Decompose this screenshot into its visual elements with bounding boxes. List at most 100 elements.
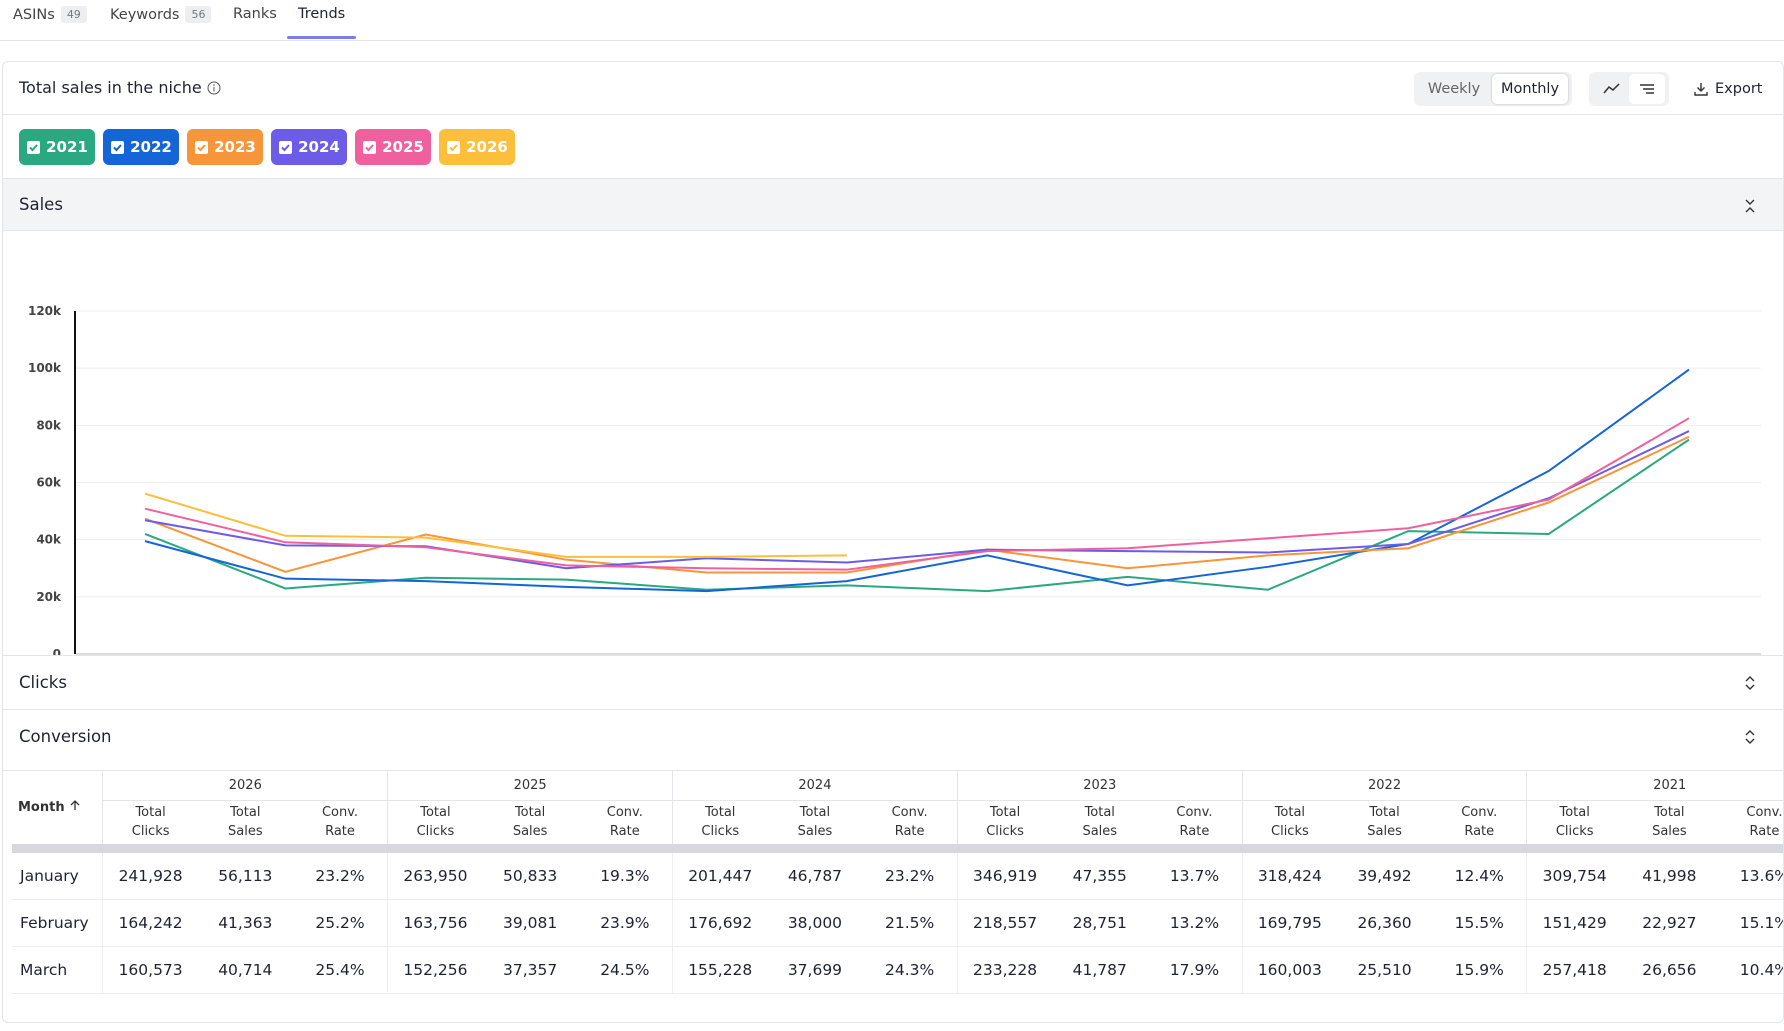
group-header: 2026: [102, 771, 388, 801]
table-wrap: Month 2026 2025 2024 2023 2022 2021 Total Clic…: [3, 770, 1783, 1031]
legend-chip[interactable]: 2024: [271, 129, 347, 165]
line-view-button[interactable]: [1593, 74, 1629, 104]
collapse-icon: [1745, 199, 1755, 213]
checkbox: [447, 140, 461, 154]
table-row: March 160,573 40,714 25.4% 152,256 37,357 24.5…: [12, 946, 1783, 994]
cell: 25,510: [1337, 946, 1433, 994]
cell: 13.6%: [1716, 848, 1783, 900]
legend-label: 2024: [298, 138, 340, 156]
legend-label: 2022: [130, 138, 172, 156]
tab-bar: ASINs 49 Keywords 56 Ranks Trends: [0, 0, 1784, 41]
subheader: Conv. Rate: [1716, 800, 1783, 853]
subheader: Total Clicks: [387, 800, 483, 853]
cell: 160,573: [102, 946, 198, 994]
legend-label: 2025: [382, 138, 424, 156]
legend-chip[interactable]: 2023: [187, 129, 263, 165]
table-row: February 164,242 41,363 25.2% 163,756 39,081 2…: [12, 899, 1783, 947]
section-header[interactable]: Sales: [3, 178, 1783, 231]
month-cell: March: [12, 946, 103, 994]
cell: 152,256: [387, 946, 483, 994]
subheader: Total Sales: [482, 800, 578, 853]
legend-chip[interactable]: 2021: [19, 129, 95, 165]
cell: 23.9%: [577, 899, 673, 947]
cell: 22,927: [1621, 899, 1717, 947]
legend-chip[interactable]: 2026: [439, 129, 515, 165]
month-header[interactable]: Month: [12, 771, 103, 853]
cell: 46,787: [767, 848, 863, 900]
title-text: Total sales in the niche: [19, 78, 202, 97]
panel-title: Total sales in the niche: [19, 78, 221, 97]
panel: Total sales in the niche Weekly Monthly …: [2, 61, 1784, 1023]
checkbox: [195, 140, 209, 154]
series-line: [144, 417, 1690, 571]
section-header[interactable]: Clicks: [3, 655, 1783, 709]
legend-chip[interactable]: 2022: [103, 129, 179, 165]
cell: 21.5%: [862, 899, 958, 947]
group-row: Month 2026 2025 2024 2023 2022 2021: [12, 771, 1783, 853]
cell: 26,656: [1621, 946, 1717, 994]
export-button[interactable]: Export: [1693, 72, 1762, 106]
checkbox: [363, 140, 377, 154]
series-line: [144, 492, 847, 558]
subheader: Conv. Rate: [577, 800, 673, 853]
cell: 41,787: [1052, 946, 1148, 994]
cell: 201,447: [672, 848, 768, 900]
checkbox: [111, 140, 125, 154]
cell: 241,928: [102, 848, 198, 900]
group-header: 2025: [387, 771, 673, 801]
cell: 15.5%: [1432, 899, 1527, 947]
cell: 13.2%: [1147, 899, 1243, 947]
cell: 318,424: [1241, 848, 1338, 900]
month-cell: February: [12, 899, 103, 947]
cell: 12.4%: [1432, 848, 1527, 900]
tab-label: Trends: [298, 6, 346, 22]
legend-label: 2026: [466, 138, 508, 156]
cell: 263,950: [387, 848, 483, 900]
tab-underline: [287, 36, 356, 39]
table-head: Month 2026 2025 2024 2023 2022 2021 Total Clic…: [12, 771, 1783, 853]
tab[interactable]: Trends: [298, 6, 345, 22]
subheader: Total Sales: [197, 800, 293, 853]
section-header[interactable]: Conversion: [3, 709, 1783, 763]
tab[interactable]: ASINs 49: [13, 6, 87, 23]
cell: 169,795: [1241, 899, 1338, 947]
subheader: Total Sales: [1052, 800, 1148, 853]
subheader: Total Sales: [767, 800, 863, 853]
legend-chip[interactable]: 2025: [355, 129, 431, 165]
cell: 218,557: [956, 899, 1053, 947]
cell: 15.1%: [1716, 899, 1783, 947]
cell: 26,360: [1337, 899, 1433, 947]
monthly-button[interactable]: Monthly: [1492, 74, 1568, 104]
y-tick-label: 60k: [36, 476, 62, 490]
sort-icon: [70, 800, 80, 811]
cell: 47,355: [1052, 848, 1148, 900]
cell: 24.3%: [862, 946, 958, 994]
info-icon[interactable]: [207, 81, 221, 95]
group-header: 2024: [672, 771, 958, 801]
expand-icon: [1745, 676, 1755, 690]
cell: 39,492: [1337, 848, 1433, 900]
cell: 346,919: [956, 848, 1053, 900]
tab[interactable]: Keywords 56: [110, 6, 212, 23]
table-view-button[interactable]: [1629, 74, 1665, 104]
cell: 164,242: [102, 899, 198, 947]
cell: 155,228: [672, 946, 768, 994]
weekly-button[interactable]: Weekly: [1427, 81, 1481, 97]
section-title: Clicks: [19, 673, 67, 692]
table-body: January 241,928 56,113 23.2% 263,950 50,833 19…: [12, 848, 1783, 994]
tab-label: Ranks: [233, 6, 277, 22]
cell: 257,418: [1526, 946, 1622, 994]
cell: 37,699: [767, 946, 863, 994]
month-header-label: Month: [18, 800, 65, 816]
cell: 41,998: [1621, 848, 1717, 900]
cell: 17.9%: [1147, 946, 1243, 994]
tab[interactable]: Ranks: [233, 6, 277, 22]
y-tick-label: 100k: [28, 361, 62, 375]
expand-icon: [1745, 730, 1755, 744]
y-tick-label: 40k: [36, 533, 62, 547]
y-tick-label: 20k: [36, 590, 62, 604]
cell: 41,363: [197, 899, 293, 947]
subheader-row: Total Clicks Total Sales Conv. Rate Total C…: [12, 800, 1783, 853]
cell: 38,000: [767, 899, 863, 947]
